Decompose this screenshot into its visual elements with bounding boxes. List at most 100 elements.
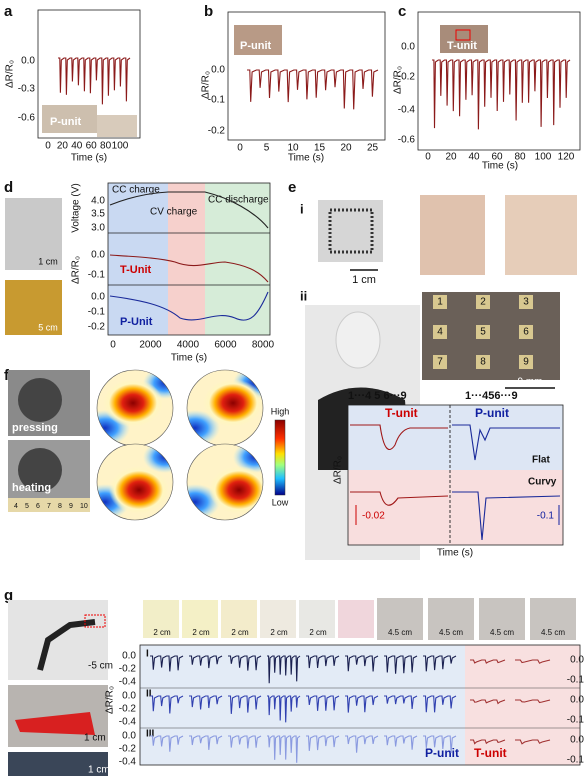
robot-photo bbox=[377, 598, 423, 640]
scale-label: -0.1 bbox=[537, 511, 555, 522]
grid-number: 7 bbox=[437, 357, 443, 368]
y-tick-label: 0.0 bbox=[91, 292, 105, 303]
y-tick-label: -0.2 bbox=[398, 72, 416, 83]
panel-label: b bbox=[204, 3, 213, 20]
plot-frame bbox=[227, 11, 386, 141]
photo bbox=[42, 105, 97, 133]
grid-number: 4 bbox=[437, 327, 443, 338]
colorbar bbox=[274, 419, 286, 496]
p-band bbox=[140, 645, 465, 765]
signal-trace bbox=[109, 254, 269, 283]
y-tick-label: -0.1 bbox=[208, 95, 226, 106]
grid-number: 9 bbox=[523, 357, 529, 368]
y-tick-label: 0.0 bbox=[21, 56, 35, 67]
signal-trace bbox=[247, 69, 379, 110]
x-tick-label: 10 bbox=[287, 143, 299, 154]
grid-number: 6 bbox=[523, 327, 529, 338]
photo bbox=[5, 280, 62, 335]
signal-trace bbox=[470, 659, 506, 664]
inset-label: T-unit bbox=[447, 40, 477, 52]
x-tick-label: 20 bbox=[340, 143, 352, 154]
voltage-trace bbox=[109, 191, 269, 229]
signal-trace bbox=[306, 655, 340, 669]
mannequin bbox=[335, 311, 381, 369]
y-tick-label: -0.6 bbox=[18, 113, 36, 124]
signal-trace bbox=[267, 655, 301, 684]
signal-trace bbox=[384, 695, 418, 710]
grid-cell bbox=[433, 295, 447, 309]
x-tick-label: 20 bbox=[57, 141, 69, 152]
signal-trace bbox=[345, 735, 379, 753]
signal-trace bbox=[384, 735, 418, 750]
inset-label: P-unit bbox=[50, 116, 81, 128]
hot-region bbox=[109, 466, 169, 514]
signal-trace bbox=[150, 695, 184, 714]
photo bbox=[234, 25, 282, 55]
plot-frame bbox=[347, 404, 564, 546]
plot-frame bbox=[37, 9, 141, 139]
scale-label: 4.5 cm bbox=[388, 628, 412, 637]
scale-label: 4.5 cm bbox=[439, 628, 463, 637]
signal-trace bbox=[109, 291, 269, 321]
y-tick-label: 0.0 bbox=[122, 731, 136, 742]
signal-trace bbox=[350, 491, 449, 506]
signal-trace bbox=[189, 655, 223, 669]
y-tick-label: -0.4 bbox=[119, 677, 137, 688]
signal-trace bbox=[150, 735, 184, 752]
signal-trace bbox=[306, 695, 340, 711]
signal-trace bbox=[452, 491, 561, 541]
x-tick-label: 2000 bbox=[139, 340, 162, 351]
gripper bbox=[15, 712, 95, 735]
signal-trace bbox=[423, 695, 457, 713]
photo-label: pressing bbox=[12, 422, 58, 434]
scale-label: 1 cm bbox=[352, 274, 376, 286]
signal-trace bbox=[267, 735, 301, 763]
x-tick-label: 60 bbox=[491, 152, 503, 163]
sub-label: ii bbox=[300, 288, 307, 303]
scale-label: -5 cm bbox=[88, 661, 113, 672]
object-photo bbox=[299, 600, 335, 638]
grid-cell bbox=[519, 355, 533, 369]
ruler bbox=[8, 498, 90, 512]
sub-label: i bbox=[300, 201, 304, 216]
group-label: 1···456···9 bbox=[465, 390, 518, 402]
y-tick-label: -0.3 bbox=[18, 84, 36, 95]
object-photo bbox=[260, 600, 296, 638]
series-label: T-unit bbox=[385, 406, 418, 420]
scale-label: 1 cm bbox=[38, 256, 58, 266]
signal-trace bbox=[345, 655, 379, 672]
photo bbox=[97, 115, 137, 137]
signal-trace bbox=[384, 655, 418, 674]
x-tick-label: 100 bbox=[112, 141, 129, 152]
y-axis-label: ΔR/R₀ bbox=[105, 686, 116, 714]
x-tick-label: 60 bbox=[86, 141, 98, 152]
series-label: T-Unit bbox=[120, 264, 151, 276]
x-tick-label: 100 bbox=[535, 152, 552, 163]
photo bbox=[8, 752, 108, 776]
x-tick-label: 40 bbox=[71, 141, 83, 152]
signal-trace bbox=[515, 739, 551, 745]
y-tick-label: 0.0 bbox=[122, 691, 136, 702]
signal-trace bbox=[350, 424, 448, 450]
curvy-band bbox=[348, 470, 563, 545]
scale-label: 1 cm bbox=[84, 733, 106, 744]
sensor bbox=[18, 378, 62, 422]
scale-label: 2 cm bbox=[153, 628, 171, 637]
y-axis-label: ΔR/R₀ bbox=[201, 71, 212, 99]
robot-photo bbox=[479, 598, 525, 640]
signal-trace bbox=[189, 695, 223, 710]
grid-cell bbox=[476, 355, 490, 369]
photo bbox=[5, 198, 62, 270]
inset-label: P-unit bbox=[240, 40, 271, 52]
scale-label: 9 mm bbox=[518, 377, 543, 388]
y-axis-label: ΔR/R₀ bbox=[393, 66, 404, 94]
y-tick-label: -0.2 bbox=[119, 704, 137, 715]
ruler-number: 5 bbox=[25, 503, 29, 510]
object-photo bbox=[143, 600, 179, 638]
y-axis-label: ΔR/R₀ bbox=[5, 60, 16, 88]
heatmap bbox=[187, 444, 263, 520]
y-tick-label: -0.2 bbox=[119, 664, 137, 675]
x-tick-label: 0 bbox=[45, 141, 51, 152]
signal-trace bbox=[470, 699, 506, 705]
heatmaps bbox=[96, 369, 264, 521]
